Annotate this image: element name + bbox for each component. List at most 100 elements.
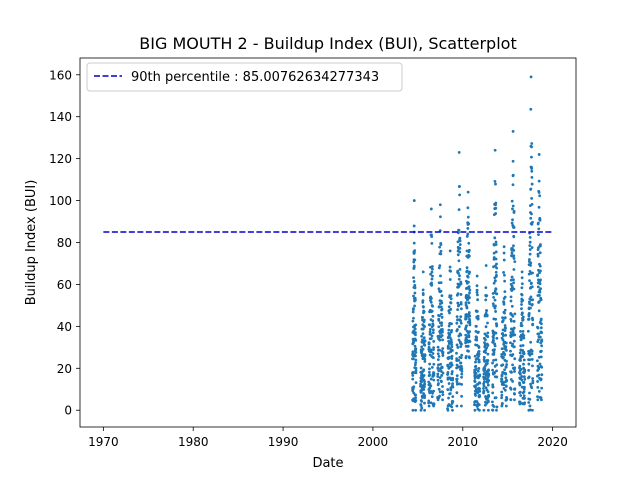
data-point: [528, 244, 532, 248]
data-point: [441, 393, 445, 397]
data-point: [450, 405, 454, 409]
data-point: [511, 204, 515, 208]
data-point: [540, 339, 544, 343]
data-point: [432, 340, 436, 343]
data-point: [522, 390, 526, 393]
data-point: [412, 307, 415, 310]
data-point: [419, 408, 423, 412]
data-point: [494, 358, 498, 362]
data-point: [423, 380, 426, 383]
data-point: [518, 383, 522, 387]
data-point: [431, 319, 435, 323]
data-point: [438, 348, 441, 352]
data-point: [431, 304, 434, 308]
data-point: [457, 208, 461, 212]
data-point: [438, 394, 441, 398]
data-point: [474, 394, 477, 397]
data-point: [492, 339, 495, 343]
data-point: [436, 398, 440, 402]
data-point: [500, 377, 504, 381]
data-point: [420, 396, 424, 399]
data-point: [518, 364, 522, 368]
data-point: [414, 369, 418, 372]
data-point: [522, 362, 525, 366]
data-point: [484, 311, 488, 315]
data-point: [529, 281, 533, 285]
data-point: [528, 248, 532, 251]
data-point: [439, 252, 443, 256]
data-point: [458, 246, 462, 250]
data-point: [512, 319, 516, 323]
data-point: [455, 363, 459, 367]
data-point: [449, 269, 452, 273]
data-point: [484, 386, 488, 390]
data-point: [436, 372, 440, 376]
data-point: [522, 334, 526, 338]
data-point: [486, 383, 490, 387]
data-point: [437, 363, 440, 367]
data-point: [537, 227, 541, 231]
data-point: [450, 340, 453, 344]
data-point: [512, 244, 515, 248]
data-point: [486, 361, 489, 365]
data-point: [478, 389, 482, 393]
data-point: [494, 243, 498, 246]
data-point: [511, 207, 514, 211]
data-point: [494, 250, 498, 254]
data-point: [537, 153, 541, 156]
data-point: [439, 369, 443, 373]
data-point: [491, 361, 494, 365]
data-point: [439, 289, 443, 293]
data-point: [438, 245, 442, 249]
data-point: [440, 307, 444, 311]
data-point: [412, 294, 415, 298]
data-point: [414, 371, 418, 375]
data-point: [455, 315, 459, 319]
data-point: [537, 389, 541, 393]
x-tick-label: 1980: [178, 435, 209, 449]
data-point: [477, 354, 480, 358]
data-point: [456, 240, 460, 244]
data-point: [412, 316, 415, 320]
data-point: [413, 298, 417, 302]
data-point: [486, 400, 490, 404]
data-point: [460, 375, 463, 379]
data-point: [491, 383, 495, 387]
data-point: [531, 298, 535, 302]
data-point: [458, 250, 462, 254]
data-point: [487, 368, 490, 372]
data-point: [439, 305, 443, 309]
data-point: [466, 344, 470, 348]
data-point: [429, 350, 433, 354]
data-point: [440, 312, 443, 316]
data-point: [466, 206, 470, 210]
data-point: [421, 293, 425, 297]
data-point: [511, 246, 514, 250]
data-point: [464, 301, 468, 305]
data-point: [423, 401, 426, 405]
data-point: [468, 330, 472, 334]
data-point: [457, 358, 461, 362]
data-point: [494, 206, 498, 210]
data-point: [440, 294, 444, 298]
data-point: [456, 308, 460, 312]
data-point: [482, 355, 486, 359]
data-point: [509, 341, 512, 345]
data-point: [456, 346, 460, 349]
data-point: [446, 408, 450, 412]
data-point: [491, 391, 495, 395]
data-point: [523, 377, 527, 381]
data-point: [411, 319, 415, 323]
data-point: [531, 377, 535, 380]
data-point: [440, 321, 444, 325]
data-point: [460, 372, 464, 376]
data-point: [527, 311, 531, 315]
data-point: [495, 405, 499, 409]
data-point: [487, 394, 491, 398]
data-point: [450, 345, 454, 349]
data-point: [429, 384, 433, 388]
data-point: [477, 403, 481, 407]
data-point: [511, 159, 515, 163]
data-point: [447, 344, 450, 348]
data-point: [440, 334, 444, 337]
